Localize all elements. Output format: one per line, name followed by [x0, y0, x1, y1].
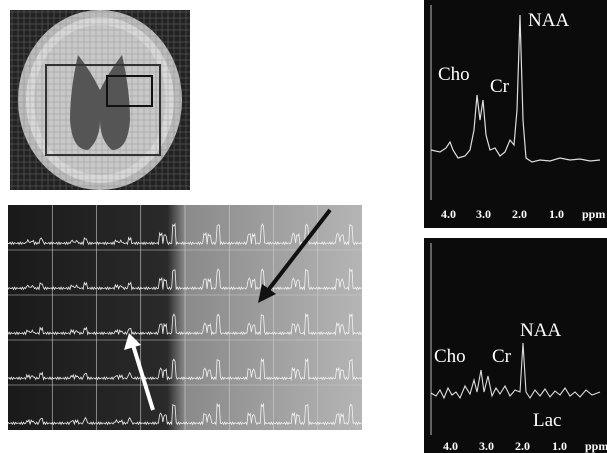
axis-label: 4.0: [441, 207, 456, 221]
axis-unit: ppm: [582, 207, 605, 221]
axis-label: 4.0: [443, 439, 458, 453]
peak-label: NAA: [528, 10, 569, 31]
axis-label: 2.0: [515, 439, 530, 453]
figure: NAA Cho Cr 4.0 3.0 2.0 1.0 ppm NAA Cho C…: [0, 0, 607, 453]
axis-label: 3.0: [476, 207, 491, 221]
peak-label: Cr: [492, 346, 512, 367]
top-spectrum: NAA Cho Cr 4.0 3.0 2.0 1.0 ppm: [424, 0, 607, 228]
peak-label: Cho: [434, 346, 466, 367]
axis-label: 1.0: [549, 207, 564, 221]
peak-label: Cho: [438, 64, 470, 85]
axis-label: 3.0: [479, 439, 494, 453]
peak-label: NAA: [520, 320, 561, 341]
bottom-spectrum: NAA Cho Cr Lac 4.0 3.0 2.0 1.0 ppm: [424, 238, 607, 453]
peak-label: Cr: [490, 76, 510, 97]
peak-label: Lac: [533, 410, 561, 431]
mri-image: [10, 10, 190, 190]
axis-unit: ppm: [585, 439, 607, 453]
axis-label: 1.0: [552, 439, 567, 453]
axis-label: 2.0: [512, 207, 527, 221]
spectra-grid: [8, 205, 362, 430]
